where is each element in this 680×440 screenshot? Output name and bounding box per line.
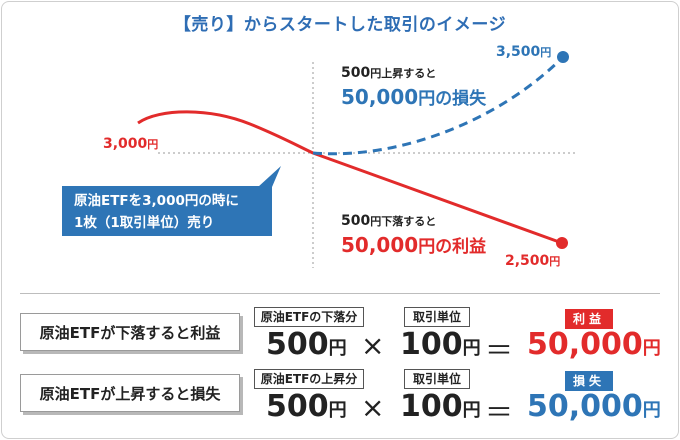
profit-row-change-value: 500円 xyxy=(266,327,347,362)
loss-row-tag-unit: 取引単位 xyxy=(404,369,470,389)
page-title: 【売り】からスタートした取引のイメージ xyxy=(173,15,507,35)
price-decline-line xyxy=(137,110,563,245)
loss-row-label: 原油ETFが上昇すると損失 xyxy=(20,374,240,412)
profit-row-multiply: × xyxy=(361,329,385,362)
loss-row-unit-value: 100円 xyxy=(400,389,481,424)
profit-row-label: 原油ETFが下落すると利益 xyxy=(20,313,240,351)
profit-row-tag-unit: 取引単位 xyxy=(404,307,470,327)
bubble-line-1: 原油ETFを3,000円の時に xyxy=(74,193,239,209)
loss-badge: 損失 xyxy=(565,371,613,391)
loss-row-tag-change: 原油ETFの上昇分 xyxy=(254,369,364,389)
profit-note-small: 500円下落すると xyxy=(341,213,437,229)
loss-row-multiply: × xyxy=(361,391,385,424)
low-price-point xyxy=(556,237,568,249)
loss-note-small: 500円上昇すると xyxy=(341,65,437,81)
loss-result: 50,000円 xyxy=(527,389,661,424)
profit-result: 50,000円 xyxy=(527,327,661,362)
loss-row-equals: ＝ xyxy=(485,396,514,429)
profit-badge: 利益 xyxy=(565,309,613,329)
loss-row-change-value: 500円 xyxy=(266,389,347,424)
high-price-point xyxy=(557,51,569,63)
profit-row-equals: ＝ xyxy=(485,334,514,367)
price-rise-dashed-line xyxy=(312,55,565,156)
profit-row-tag-change: 原油ETFの下落分 xyxy=(254,307,364,327)
price-chart xyxy=(137,51,575,268)
profit-row-unit-value: 100円 xyxy=(400,327,481,362)
high-price-label: 3,500円 xyxy=(496,44,552,60)
sell-explanation-bubble: 原油ETFを3,000円の時に 1枚（1取引単位）売り xyxy=(62,186,272,236)
low-price-label: 2,500円 xyxy=(505,253,561,269)
profit-note-big: 50,000円の利益 xyxy=(341,233,487,257)
bubble-line-2: 1枚（1取引単位）売り xyxy=(74,215,215,231)
bubble-pointer xyxy=(258,166,281,187)
loss-note-big: 50,000円の損失 xyxy=(341,85,487,109)
section-divider xyxy=(20,293,660,294)
start-price-label: 3,000円 xyxy=(103,136,159,152)
